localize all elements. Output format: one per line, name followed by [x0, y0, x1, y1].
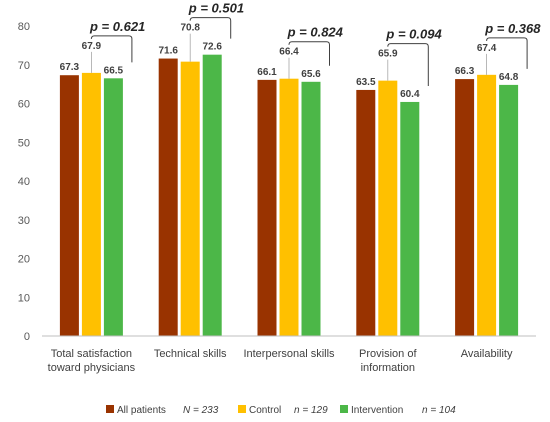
legend-sample-size: n = 104: [422, 405, 456, 416]
bar: [356, 89, 376, 336]
legend-label: Control: [249, 405, 281, 416]
y-tick-label: 50: [18, 137, 30, 149]
category-label: Total satisfaction: [51, 348, 132, 360]
bar: [158, 58, 178, 337]
y-tick-label: 0: [24, 331, 30, 343]
p-value-label: p = 0.094: [385, 27, 442, 42]
bars: [59, 54, 519, 337]
legend-label: All patients: [117, 405, 166, 416]
value-label: 66.4: [279, 47, 299, 58]
legend-swatch: [340, 405, 348, 413]
value-label: 60.4: [400, 89, 420, 100]
value-label: 70.8: [180, 23, 200, 34]
bar: [180, 61, 200, 337]
p-value-label: p = 0.824: [287, 25, 344, 40]
bar: [301, 81, 321, 336]
bar: [378, 80, 398, 336]
legend-swatch: [106, 405, 114, 413]
category-label: Interpersonal skills: [243, 348, 335, 360]
p-value-label: p = 0.501: [188, 1, 244, 16]
bar: [400, 101, 420, 336]
y-tick-label: 60: [18, 99, 30, 111]
significance-bracket: [387, 43, 429, 86]
legend-label: Intervention: [351, 405, 403, 416]
legend-sample-size: n = 129: [294, 405, 328, 416]
bar: [279, 78, 299, 336]
p-value-label: p = 0.621: [89, 19, 145, 34]
y-tick-label: 70: [18, 60, 30, 72]
value-label: 72.6: [202, 42, 222, 53]
significance-bracket: [90, 35, 133, 63]
bar: [202, 54, 222, 337]
value-label: 67.9: [82, 41, 102, 52]
value-label: 67.3: [60, 62, 80, 73]
value-labels: 67.3 71.6 66.1 63.5 66.3 67.9 70.8 66.4 65.9 67.4…: [60, 23, 519, 100]
bar: [455, 79, 475, 337]
value-label: 64.8: [499, 72, 519, 83]
y-tick-label: 10: [18, 292, 30, 304]
value-label: 66.1: [257, 67, 277, 78]
bar: [477, 74, 497, 336]
value-label: 65.9: [378, 49, 398, 60]
value-label: 63.5: [356, 77, 376, 88]
category-label: Availability: [461, 348, 513, 360]
y-tick-label: 80: [18, 21, 30, 33]
bar: [103, 78, 123, 336]
bar: [499, 84, 519, 337]
value-label: 71.6: [158, 46, 178, 57]
y-axis: 0 10 20 30 40 50 60 70 80: [18, 21, 30, 343]
p-value-annotations: p = 0.621 p = 0.501 p = 0.824 p = 0.094 p = …: [89, 1, 541, 86]
significance-bracket: [288, 41, 330, 66]
significance-bracket: [486, 37, 528, 69]
y-tick-label: 20: [18, 254, 30, 266]
significance-bracket: [189, 17, 232, 39]
y-tick-label: 40: [18, 176, 30, 188]
value-label: 65.6: [301, 69, 321, 80]
category-label: toward physicians: [48, 362, 136, 374]
category-label: information: [361, 362, 415, 374]
value-label: 67.4: [477, 43, 497, 54]
bar: [81, 72, 101, 336]
category-label: Provision of: [359, 348, 417, 360]
legend-sample-size: N = 233: [183, 405, 219, 416]
legend-swatch: [238, 405, 246, 413]
p-value-label: p = 0.368: [484, 21, 541, 36]
value-label: 66.5: [104, 65, 124, 76]
bar: [257, 79, 277, 337]
bar: [59, 75, 79, 337]
category-label: Technical skills: [154, 348, 227, 360]
value-label: 66.3: [455, 66, 475, 77]
y-tick-label: 30: [18, 215, 30, 227]
x-axis: Total satisfaction toward physicians Techn…: [42, 335, 536, 374]
legend: All patients N = 233 Control n = 129 Interve…: [106, 405, 456, 416]
